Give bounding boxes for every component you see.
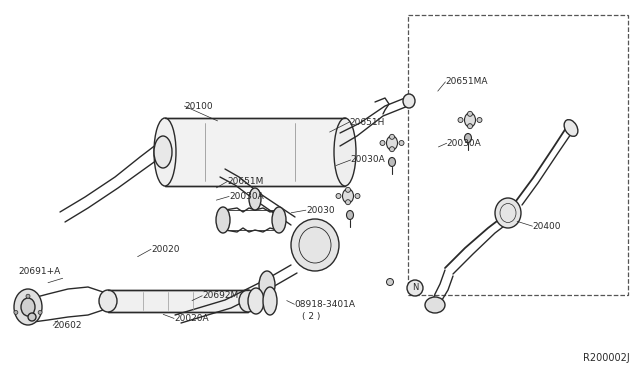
Text: 20030A: 20030A [229,192,264,201]
Ellipse shape [346,187,351,192]
FancyBboxPatch shape [165,118,345,186]
Ellipse shape [239,290,257,312]
Ellipse shape [390,134,394,140]
Text: 20030A: 20030A [351,155,385,164]
Text: 20020: 20020 [151,245,180,254]
Ellipse shape [388,157,396,167]
Ellipse shape [380,141,385,145]
Ellipse shape [465,134,472,142]
Ellipse shape [458,118,463,122]
Ellipse shape [26,294,30,298]
Ellipse shape [14,310,18,314]
Ellipse shape [465,113,476,127]
Ellipse shape [425,297,445,313]
Text: 20030A: 20030A [447,139,481,148]
Ellipse shape [259,271,275,299]
Ellipse shape [399,141,404,145]
Text: R200002J: R200002J [583,353,630,363]
Ellipse shape [390,147,394,152]
Ellipse shape [249,188,261,210]
Text: N: N [412,283,418,292]
Text: 20691+A: 20691+A [18,267,60,276]
Ellipse shape [495,198,521,228]
Ellipse shape [407,280,423,296]
Ellipse shape [21,298,35,316]
Ellipse shape [467,124,472,129]
Ellipse shape [403,94,415,108]
Text: 08918-3401A: 08918-3401A [294,300,355,309]
Ellipse shape [248,288,264,314]
Ellipse shape [477,118,482,122]
Ellipse shape [564,120,578,137]
Ellipse shape [355,193,360,199]
Ellipse shape [154,136,172,168]
Text: 20020A: 20020A [174,314,209,323]
Ellipse shape [154,118,176,186]
Bar [408,15,628,295]
Ellipse shape [387,136,397,150]
Ellipse shape [346,200,351,205]
Ellipse shape [28,313,36,321]
Ellipse shape [38,310,42,314]
Text: 20030: 20030 [306,206,335,215]
Text: 20651M: 20651M [227,177,264,186]
Text: 20651H: 20651H [349,118,385,126]
Ellipse shape [291,219,339,271]
Text: 20692M: 20692M [202,291,239,300]
Text: 20602: 20602 [53,321,82,330]
Text: 20651MA: 20651MA [445,77,488,86]
Ellipse shape [346,211,353,219]
FancyBboxPatch shape [108,290,248,312]
Ellipse shape [263,287,277,315]
Text: 20100: 20100 [184,102,213,110]
Ellipse shape [272,207,286,233]
Ellipse shape [334,118,356,186]
Text: 20400: 20400 [532,222,561,231]
Ellipse shape [342,189,353,203]
Ellipse shape [336,193,341,199]
Ellipse shape [467,111,472,116]
Ellipse shape [387,279,394,285]
Ellipse shape [99,290,117,312]
Text: ( 2 ): ( 2 ) [302,312,321,321]
Ellipse shape [216,207,230,233]
Ellipse shape [14,289,42,325]
